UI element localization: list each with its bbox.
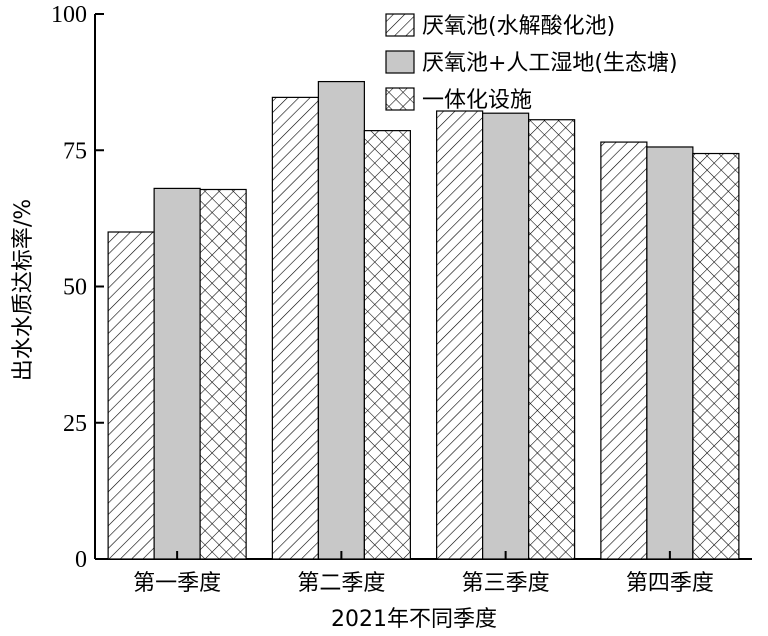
bars — [107, 80, 740, 560]
y-ticks: 0 25 50 75 100 — [51, 2, 104, 573]
bar — [646, 146, 694, 560]
y-tick-label: 0 — [75, 547, 87, 573]
x-tick-label: 第三季度 — [462, 571, 550, 596]
bar — [482, 112, 530, 560]
legend-swatch — [385, 87, 415, 111]
bar — [692, 152, 740, 560]
y-tick-label: 75 — [63, 138, 87, 164]
x-tick-label: 第四季度 — [626, 571, 714, 596]
legend-label: 厌氧池(水解酸化池) — [422, 14, 615, 39]
x-categories: 第一季度 第二季度 第三季度 第四季度 — [133, 551, 714, 596]
legend-label: 一体化设施 — [422, 88, 532, 113]
bar — [600, 141, 648, 560]
bar — [528, 119, 576, 560]
x-axis-title: 2021年不同季度 — [331, 607, 497, 632]
bar — [317, 80, 365, 560]
legend: 厌氧池(水解酸化池) 厌氧池+人工湿地(生态塘) 一体化设施 — [385, 13, 678, 113]
bar — [436, 110, 484, 560]
bar — [107, 231, 155, 560]
bar — [271, 96, 319, 560]
bar — [153, 187, 201, 560]
bar — [363, 130, 411, 560]
y-axis-title: 出水水质达标率/% — [11, 199, 36, 381]
x-tick-label: 第一季度 — [133, 571, 221, 596]
y-tick-label: 100 — [51, 2, 87, 28]
legend-swatch — [385, 13, 415, 37]
bar — [199, 188, 247, 560]
x-tick-label: 第二季度 — [297, 571, 385, 596]
legend-label: 厌氧池+人工湿地(生态塘) — [422, 51, 678, 76]
legend-swatch — [385, 50, 415, 74]
y-tick-label: 25 — [63, 411, 87, 437]
y-tick-label: 50 — [63, 275, 87, 301]
